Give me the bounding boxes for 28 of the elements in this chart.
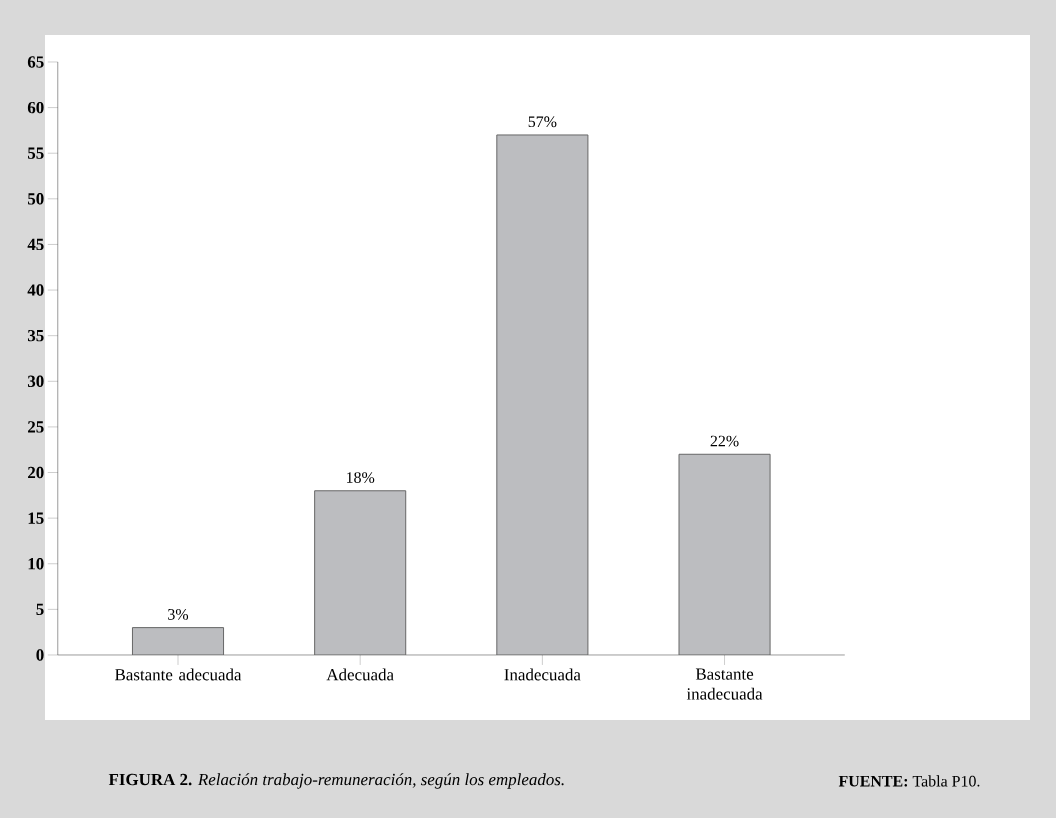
data-label: 18% <box>346 472 375 483</box>
x-tick-label: Inadecuada <box>504 668 581 681</box>
text: FIGURA 2. Relación trabajo-remuneración, según los empleados. <box>108 773 564 789</box>
data-label: 3% <box>168 608 189 620</box>
y-tick-label: 30 <box>27 375 44 388</box>
x-tick-label: Adecuada <box>326 668 394 681</box>
y-tick-label: 50 <box>27 193 44 205</box>
y-tick-label: 10 <box>28 558 44 570</box>
y-tick-label: 0 <box>36 649 44 661</box>
y-tick-label: 65 <box>27 56 44 68</box>
y-tick-label: 55 <box>27 147 44 159</box>
bar <box>678 453 771 655</box>
y-tick-label: 40 <box>27 284 44 296</box>
data-label: 22% <box>710 435 739 447</box>
y-tick-label: 60 <box>27 101 44 114</box>
y-tick-label: 20 <box>28 466 44 479</box>
bar <box>314 490 407 655</box>
y-tick-label: 45 <box>27 238 44 251</box>
bar <box>496 134 589 655</box>
x-tick-label: Bastante adecuada <box>115 668 242 681</box>
text: FUENTE: Tabla P10. <box>838 775 980 787</box>
data-label: 57% <box>528 116 557 128</box>
y-tick-label: 35 <box>27 329 44 342</box>
x-tick-label: Bastante inadecuada <box>686 668 763 700</box>
bar <box>131 627 225 655</box>
y-tick-label: 5 <box>36 603 44 615</box>
y-tick-label: 25 <box>28 421 44 433</box>
y-tick-label: 15 <box>28 512 44 524</box>
